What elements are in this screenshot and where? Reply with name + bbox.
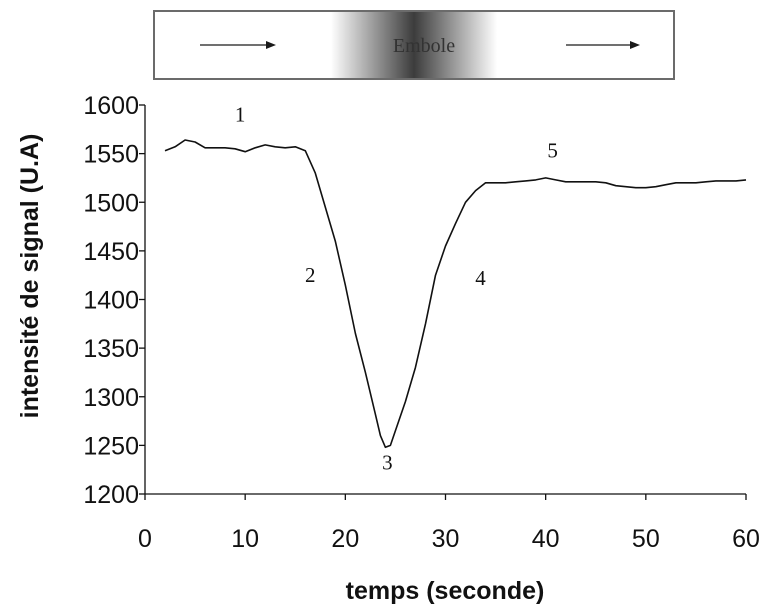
y-tick-label: 1450	[83, 238, 139, 266]
y-tick-label: 1550	[83, 141, 139, 169]
x-tick-label: 40	[532, 525, 560, 553]
y-ticks: 1200 1250 1300 1350 1400 1450 1500 1550 1600	[83, 92, 145, 509]
x-tick-label: 60	[732, 525, 760, 553]
right-arrow-head-icon	[630, 41, 640, 49]
x-tick-label: 0	[138, 525, 152, 553]
x-ticks: 0 10 20 30 40 50 60	[138, 494, 760, 553]
x-tick-label: 30	[432, 525, 460, 553]
x-tick-label: 50	[632, 525, 660, 553]
series-line	[164, 139, 747, 449]
y-tick-label: 1400	[83, 287, 139, 315]
y-tick-label: 1500	[83, 189, 139, 217]
y-tick-label: 1350	[83, 335, 139, 363]
phase-annotation: 3	[382, 451, 393, 475]
x-tick-label: 20	[331, 525, 359, 553]
phase-annotation: 4	[475, 266, 486, 290]
y-axis-title: intensité de signal (U.A)	[16, 134, 44, 419]
x-axis-title: temps (seconde)	[346, 577, 545, 605]
y-tick-label: 1300	[83, 384, 139, 412]
phase-annotation: 1	[235, 103, 246, 127]
left-arrow-head-icon	[266, 41, 276, 49]
phase-annotation: 2	[305, 263, 316, 287]
y-tick-label: 1600	[83, 92, 139, 120]
x-tick-label: 10	[231, 525, 259, 553]
y-tick-label: 1200	[83, 481, 139, 509]
embole-banner: Embole	[153, 10, 675, 80]
banner-label: Embole	[393, 35, 455, 57]
y-tick-label: 1250	[83, 432, 139, 460]
phase-annotation: 5	[547, 139, 558, 163]
annotations: 1 2 3 4 5	[235, 103, 558, 475]
